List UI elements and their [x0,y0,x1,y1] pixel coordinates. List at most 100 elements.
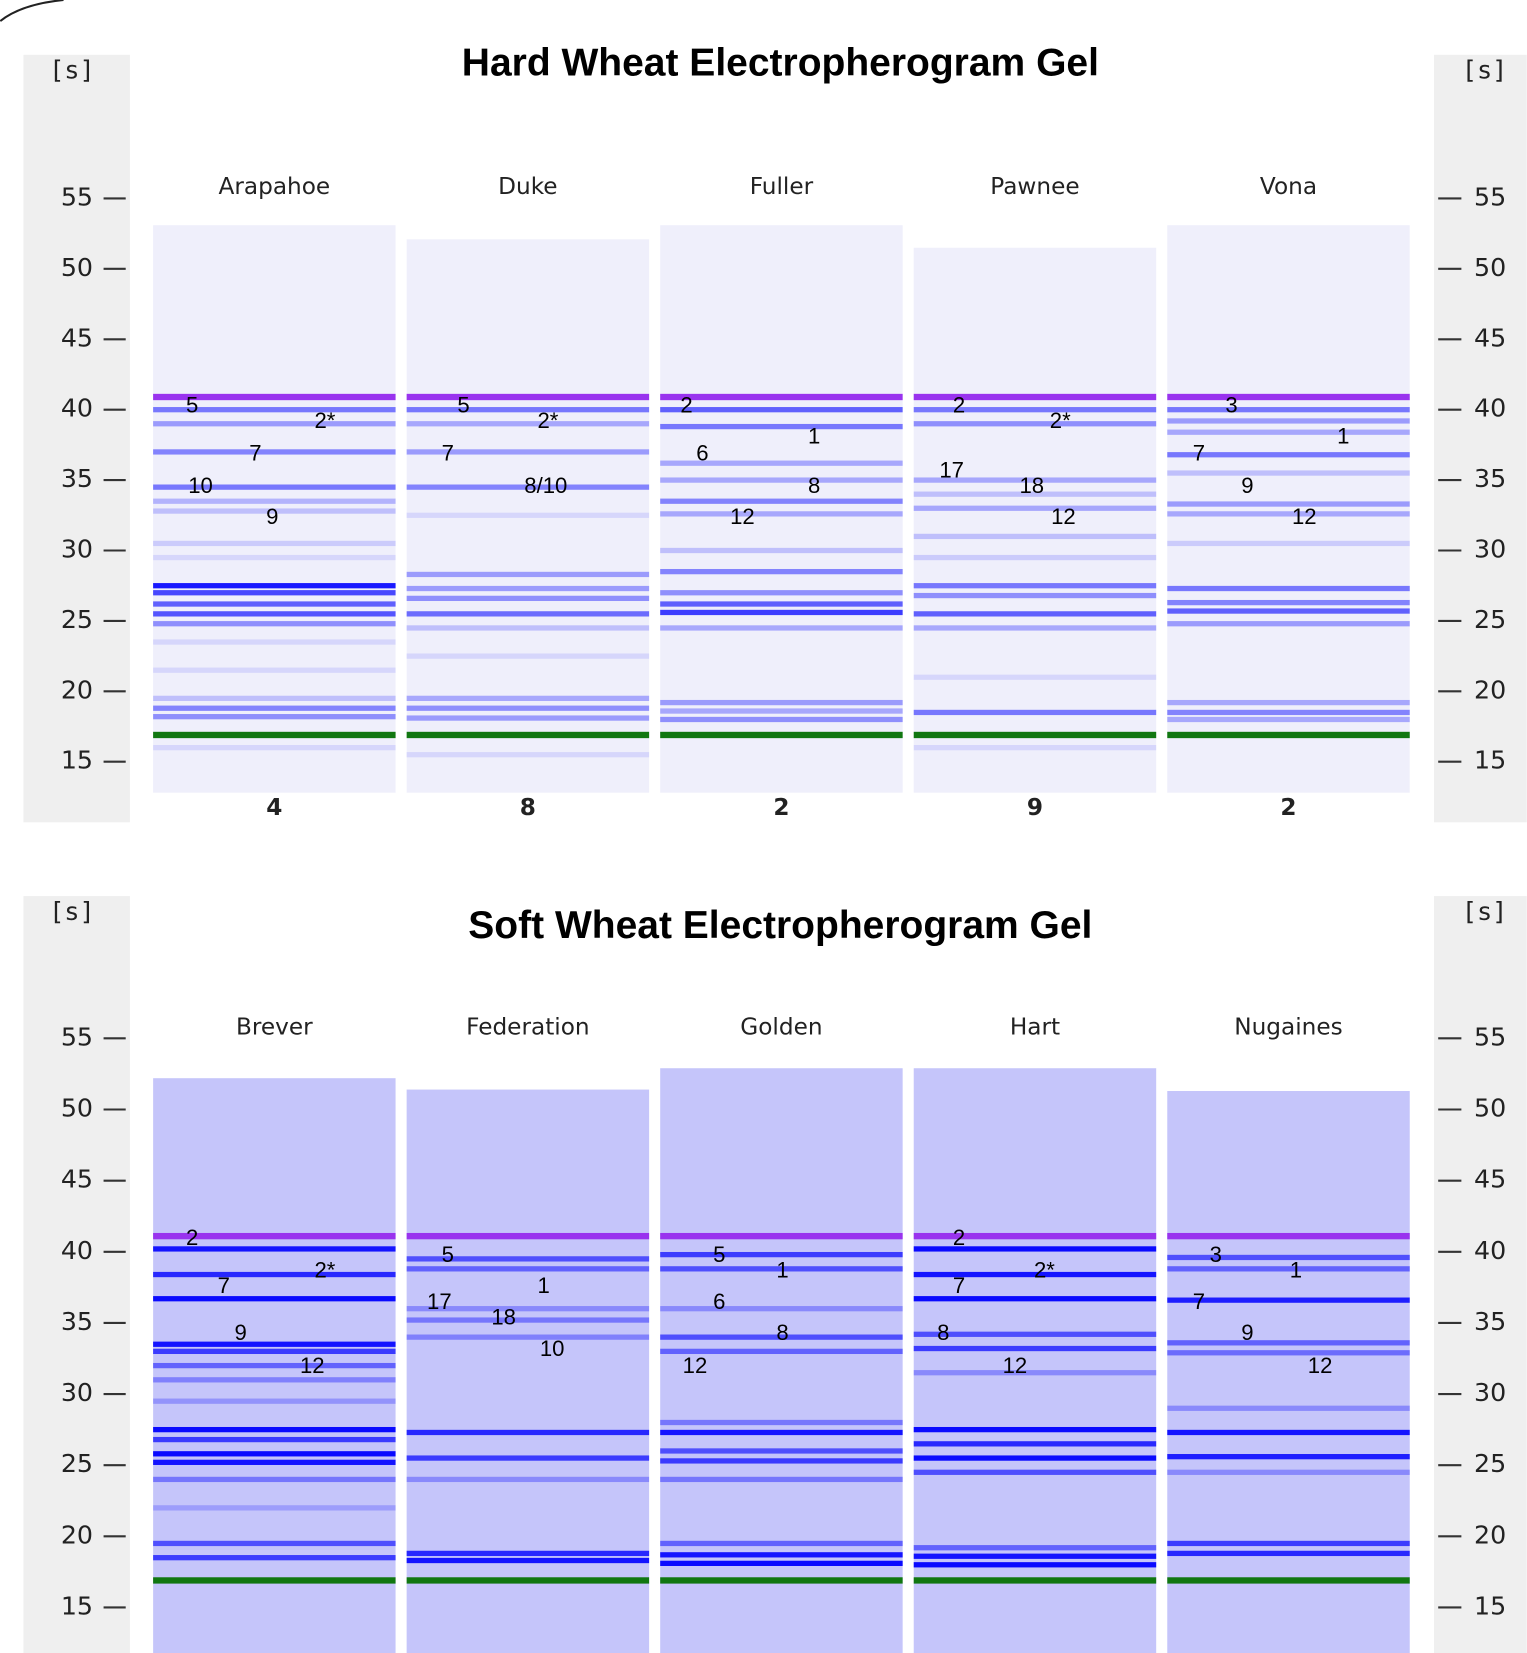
band [914,1441,1156,1446]
lane-value: 9 [1027,794,1043,821]
marker-band [660,1233,902,1239]
y-tick-label: 25 [61,605,93,634]
band [1167,1266,1409,1271]
band [1167,541,1409,546]
band [407,1335,649,1340]
band [153,1451,395,1456]
band-annotation: 7 [249,441,261,466]
y-tick-label: 30 [61,1378,93,1407]
page: [s][s]1515202025253030353540404545505055… [0,0,1527,1653]
marker-band [407,394,649,400]
lane [407,1090,649,1653]
y-tick-label: 35 [61,1307,93,1336]
y-tick-label: 40 [1474,394,1506,423]
y-tick-label: 20 [61,675,93,704]
band [407,1317,649,1322]
band [153,449,395,454]
left-axis-panel [23,55,129,822]
band [1167,1340,1409,1345]
band [914,407,1156,412]
lane-value: 8 [520,794,536,821]
band [153,611,395,616]
band-annotation: 7 [218,1273,230,1298]
band [1167,710,1409,715]
lane-value: 4 [266,794,282,821]
band [407,407,649,412]
band-annotation: 5 [186,393,198,418]
chart-title: Hard Wheat Electropherogram Gel [462,42,1099,85]
gel-figure: [s][s]1515202025253030353540404545505055… [0,0,1527,1653]
band [153,621,395,626]
lane [1167,1091,1409,1653]
lane [1167,225,1409,793]
band-annotation: 3 [1210,1242,1222,1267]
band [660,1552,902,1557]
band [914,1370,1156,1375]
band [407,715,649,720]
marker-band [153,1577,395,1583]
marker-band [1167,394,1409,400]
band-annotation: 2 [680,393,692,418]
y-tick-label: 35 [61,464,93,493]
band [914,1246,1156,1251]
band [660,1458,902,1463]
band [660,1430,902,1435]
band [153,541,395,546]
y-tick-label: 15 [61,746,93,775]
band [1167,621,1409,626]
band [1167,1551,1409,1556]
band [407,611,649,616]
band [153,1272,395,1277]
y-tick-label: 30 [1474,535,1506,564]
lane-name: Vona [1260,173,1317,200]
band [914,555,1156,560]
band-annotation: 18 [1019,473,1044,498]
y-tick-label: 15 [1474,1591,1506,1620]
marker-band [914,732,1156,738]
band-annotation: 12 [1003,1353,1028,1378]
band [914,421,1156,426]
band-annotation: 9 [266,504,278,529]
band [1167,1541,1409,1546]
band [153,601,395,606]
band [153,1363,395,1368]
band-annotation: 10 [188,473,213,498]
band-annotation: 7 [1193,1289,1205,1314]
band [153,1505,395,1510]
marker-band [914,394,1156,400]
band [407,625,649,630]
y-tick-label: 20 [61,1520,93,1549]
band-annotation: 2* [1050,408,1071,433]
band-annotation: 9 [234,1320,246,1345]
y-tick-label: 40 [61,1236,93,1265]
band [1167,1430,1409,1435]
band [1167,470,1409,475]
band [153,1460,395,1465]
band [660,590,902,595]
band-annotation: 5 [442,1242,454,1267]
chart-title: Soft Wheat Electropherogram Gel [468,904,1092,947]
band-annotation: 12 [683,1353,708,1378]
band [660,548,902,553]
y-tick-label: 45 [1474,1165,1506,1194]
band [153,696,395,701]
band [153,1342,395,1347]
band-annotation: 8/10 [524,473,567,498]
band [153,421,395,426]
band [407,1455,649,1460]
band-annotation: 8 [776,1320,788,1345]
band [153,745,395,750]
band-annotation: 2* [314,408,335,433]
band [914,710,1156,715]
band [407,596,649,601]
band-annotation: 2 [186,1225,198,1250]
lane-value: 2 [1280,794,1296,821]
lane-name: Brever [236,1013,313,1040]
y-tick-label: 25 [1474,605,1506,634]
band [660,407,902,412]
marker-band [1167,732,1409,738]
marker-band [660,732,902,738]
band [914,745,1156,750]
band-annotation: 9 [1241,1320,1253,1345]
band-annotation: 7 [953,1273,965,1298]
